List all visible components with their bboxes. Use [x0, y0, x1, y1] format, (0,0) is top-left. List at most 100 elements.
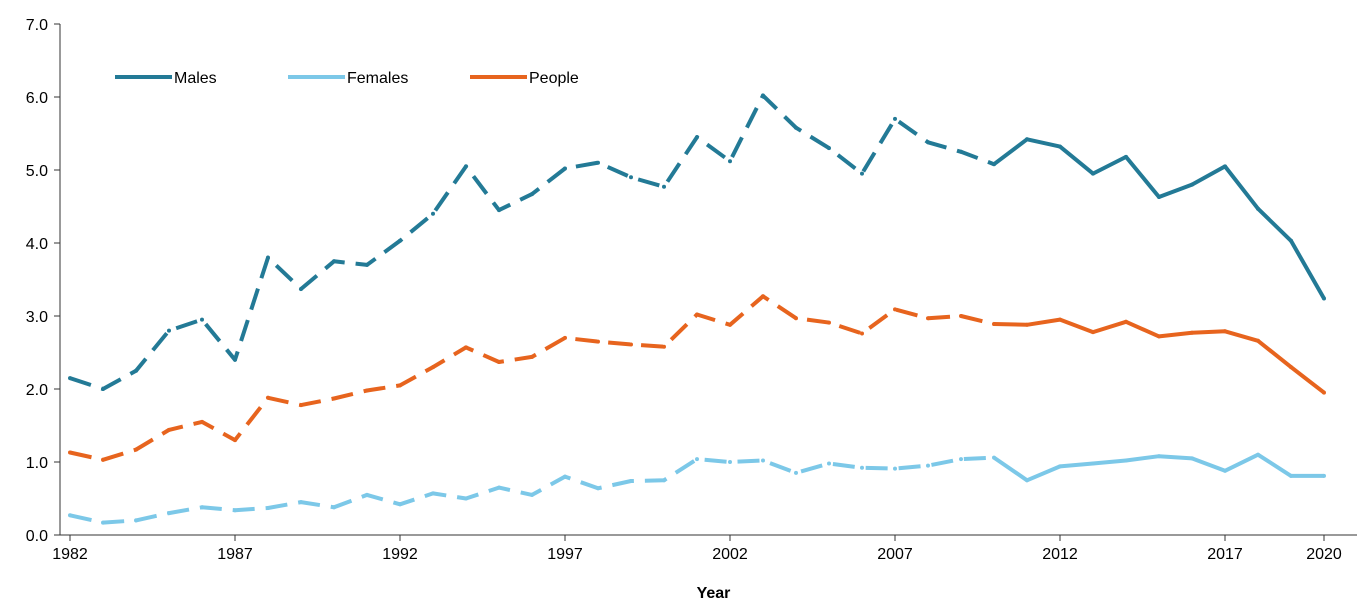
data-point-females: [662, 478, 666, 483]
data-point-males: [299, 287, 303, 291]
data-point-people: [596, 339, 600, 344]
data-point-people: [266, 395, 270, 400]
data-point-males: [860, 171, 864, 176]
x-axis-ticks: 1982 1987 1992 1997 2002 2007 2012 2017 2020: [52, 535, 1342, 563]
data-point-people: [398, 383, 402, 388]
data-point-females: [761, 458, 765, 463]
series-lines: [68, 93, 1326, 525]
y-axis-ticks: 0.0 1.0 2.0 3.0 4.0 5.0 6.0 7.0: [26, 17, 60, 545]
data-point-females: [266, 506, 270, 510]
data-point-males: [794, 125, 798, 130]
series-line-females-dashed: [69, 455, 995, 525]
x-tick-label: 1987: [217, 546, 253, 563]
legend-label-males: Males: [174, 70, 217, 87]
data-point-males: [959, 149, 963, 154]
legend-label-females: Females: [347, 70, 408, 87]
data-point-females: [299, 500, 303, 505]
data-point-males: [695, 135, 699, 140]
x-tick-label: 2002: [712, 546, 748, 563]
data-point-males: [992, 162, 996, 167]
data-point-females: [1025, 478, 1029, 483]
data-point-males: [1289, 238, 1293, 243]
data-point-females: [563, 474, 567, 479]
y-tick-label: 3.0: [26, 309, 48, 326]
legend-label-people: People: [529, 70, 579, 87]
data-point-people: [563, 335, 567, 340]
y-tick-label: 6.0: [26, 90, 48, 107]
data-point-females: [398, 502, 402, 507]
data-point-males: [596, 160, 600, 165]
series-line-people-solid: [993, 317, 1326, 395]
data-point-people: [365, 388, 369, 393]
data-point-females: [530, 492, 534, 497]
data-point-females: [860, 465, 864, 470]
data-point-people: [1058, 317, 1062, 322]
data-point-males: [1124, 154, 1128, 159]
x-tick-label: 2020: [1306, 546, 1342, 563]
y-tick-label: 7.0: [26, 17, 48, 34]
data-point-females: [827, 461, 831, 466]
data-point-females: [365, 492, 369, 497]
x-axis-title: Year: [697, 585, 731, 602]
y-tick-label: 2.0: [26, 382, 48, 399]
data-point-people: [1256, 338, 1260, 343]
data-point-females: [431, 491, 435, 496]
data-point-people: [332, 396, 336, 401]
data-point-females: [134, 518, 138, 523]
data-point-females: [629, 479, 633, 483]
data-point-males: [134, 368, 138, 373]
data-point-people: [662, 344, 666, 349]
data-point-females: [1322, 473, 1326, 478]
x-tick-label: 2012: [1042, 546, 1078, 563]
data-point-males: [1091, 171, 1095, 176]
data-point-males: [431, 211, 435, 216]
data-point-people: [167, 427, 171, 432]
data-point-females: [1223, 468, 1227, 473]
data-point-females: [794, 470, 798, 475]
series-line-females-solid: [992, 452, 1324, 483]
series-line-males-dashed: [69, 93, 995, 391]
data-point-females: [695, 457, 699, 462]
data-point-females: [728, 460, 732, 464]
data-point-people: [1025, 322, 1029, 327]
data-point-people: [233, 438, 237, 443]
data-point-people: [1223, 329, 1227, 334]
data-point-males: [893, 116, 897, 121]
data-point-females: [497, 485, 501, 490]
axes: [59, 24, 1357, 536]
data-point-females: [926, 463, 930, 468]
data-point-males: [563, 166, 567, 171]
data-point-people: [761, 294, 765, 299]
x-tick-label: 1982: [52, 546, 88, 563]
data-point-males: [1157, 195, 1161, 199]
data-point-people: [431, 365, 435, 370]
x-tick-label: 2017: [1207, 546, 1243, 563]
data-point-males: [1322, 296, 1326, 301]
data-point-females: [1058, 464, 1062, 469]
data-point-females: [992, 455, 996, 460]
data-point-people: [1157, 334, 1161, 339]
data-point-males: [629, 175, 633, 180]
data-point-females: [1124, 458, 1128, 463]
data-point-females: [1289, 473, 1293, 478]
legend: Males Females People: [115, 70, 579, 87]
data-point-people: [860, 331, 864, 336]
data-point-females: [68, 513, 72, 518]
data-point-males: [464, 164, 468, 169]
data-point-males: [1190, 182, 1194, 187]
data-point-males: [728, 159, 732, 164]
data-point-females: [893, 466, 897, 471]
data-point-males: [233, 357, 237, 362]
data-point-males: [101, 387, 105, 391]
data-point-males: [1058, 144, 1062, 149]
data-point-males: [1256, 206, 1260, 211]
data-point-males: [332, 259, 336, 264]
data-point-people: [299, 403, 303, 408]
data-point-people: [629, 342, 633, 347]
data-point-males: [68, 376, 72, 381]
data-point-males: [761, 93, 765, 98]
data-point-females: [1190, 456, 1194, 461]
data-point-people: [101, 457, 105, 462]
data-point-people: [926, 316, 930, 321]
data-point-people: [1289, 365, 1293, 370]
